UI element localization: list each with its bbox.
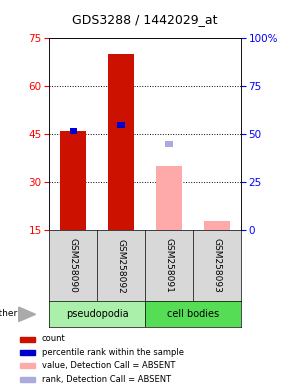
Text: GDS3288 / 1442029_at: GDS3288 / 1442029_at <box>72 13 218 26</box>
Bar <box>20 377 35 382</box>
Text: other: other <box>0 309 17 318</box>
Text: GSM258090: GSM258090 <box>69 238 78 293</box>
Text: value, Detection Call = ABSENT: value, Detection Call = ABSENT <box>42 361 175 370</box>
Bar <box>165 141 173 147</box>
Text: GSM258091: GSM258091 <box>164 238 173 293</box>
Bar <box>108 55 134 230</box>
Text: rank, Detection Call = ABSENT: rank, Detection Call = ABSENT <box>42 375 171 384</box>
Bar <box>145 301 241 327</box>
Text: GSM258092: GSM258092 <box>117 238 126 293</box>
Bar <box>20 350 35 355</box>
Text: percentile rank within the sample: percentile rank within the sample <box>42 348 184 357</box>
Text: count: count <box>42 334 66 343</box>
Bar <box>20 364 35 369</box>
Bar <box>60 131 86 230</box>
Bar <box>156 166 182 230</box>
Bar <box>49 301 145 327</box>
Text: cell bodies: cell bodies <box>167 309 219 319</box>
Bar <box>70 128 77 134</box>
Text: pseudopodia: pseudopodia <box>66 309 128 319</box>
Bar <box>204 221 230 230</box>
Bar <box>20 337 35 342</box>
Text: GSM258093: GSM258093 <box>212 238 221 293</box>
Bar <box>117 122 125 127</box>
Polygon shape <box>19 307 35 321</box>
